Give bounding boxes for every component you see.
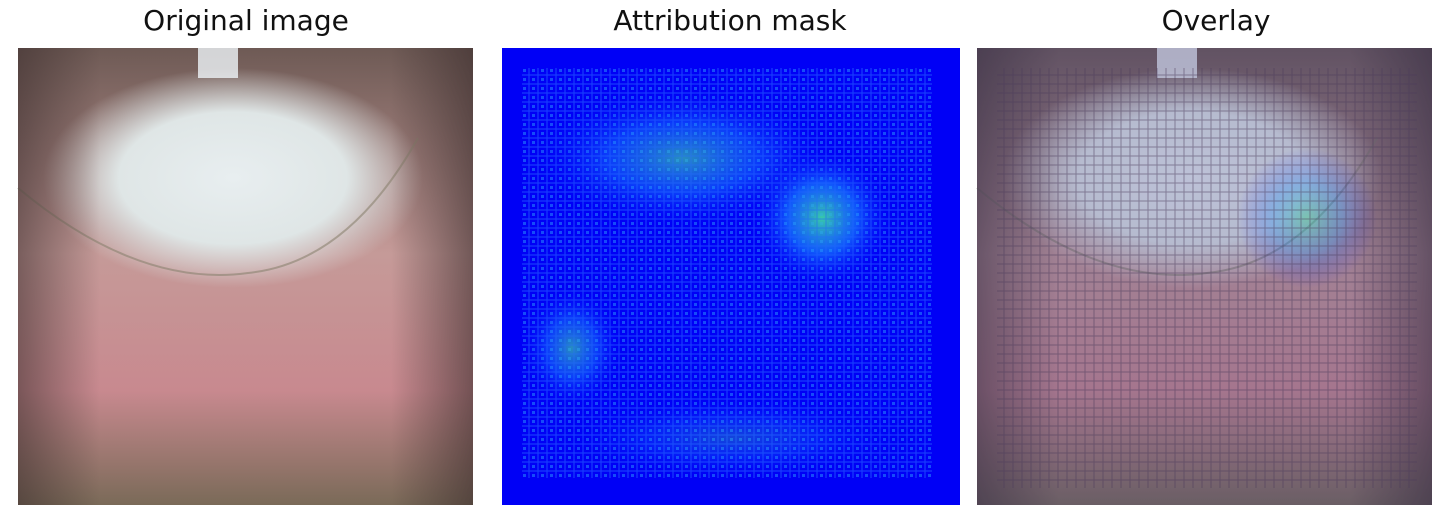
overlay-image (977, 48, 1432, 505)
panel: Attribution mask (502, 4, 960, 505)
original-image (18, 48, 473, 505)
panel-title: Original image (143, 4, 349, 37)
figure: Original image Attribution mask Overlay (0, 0, 1432, 505)
panel: Overlay (977, 4, 1432, 505)
attribution-mask (502, 48, 960, 505)
panel-title: Attribution mask (613, 4, 847, 37)
panel-title: Overlay (1162, 4, 1271, 37)
panel: Original image (18, 4, 473, 505)
